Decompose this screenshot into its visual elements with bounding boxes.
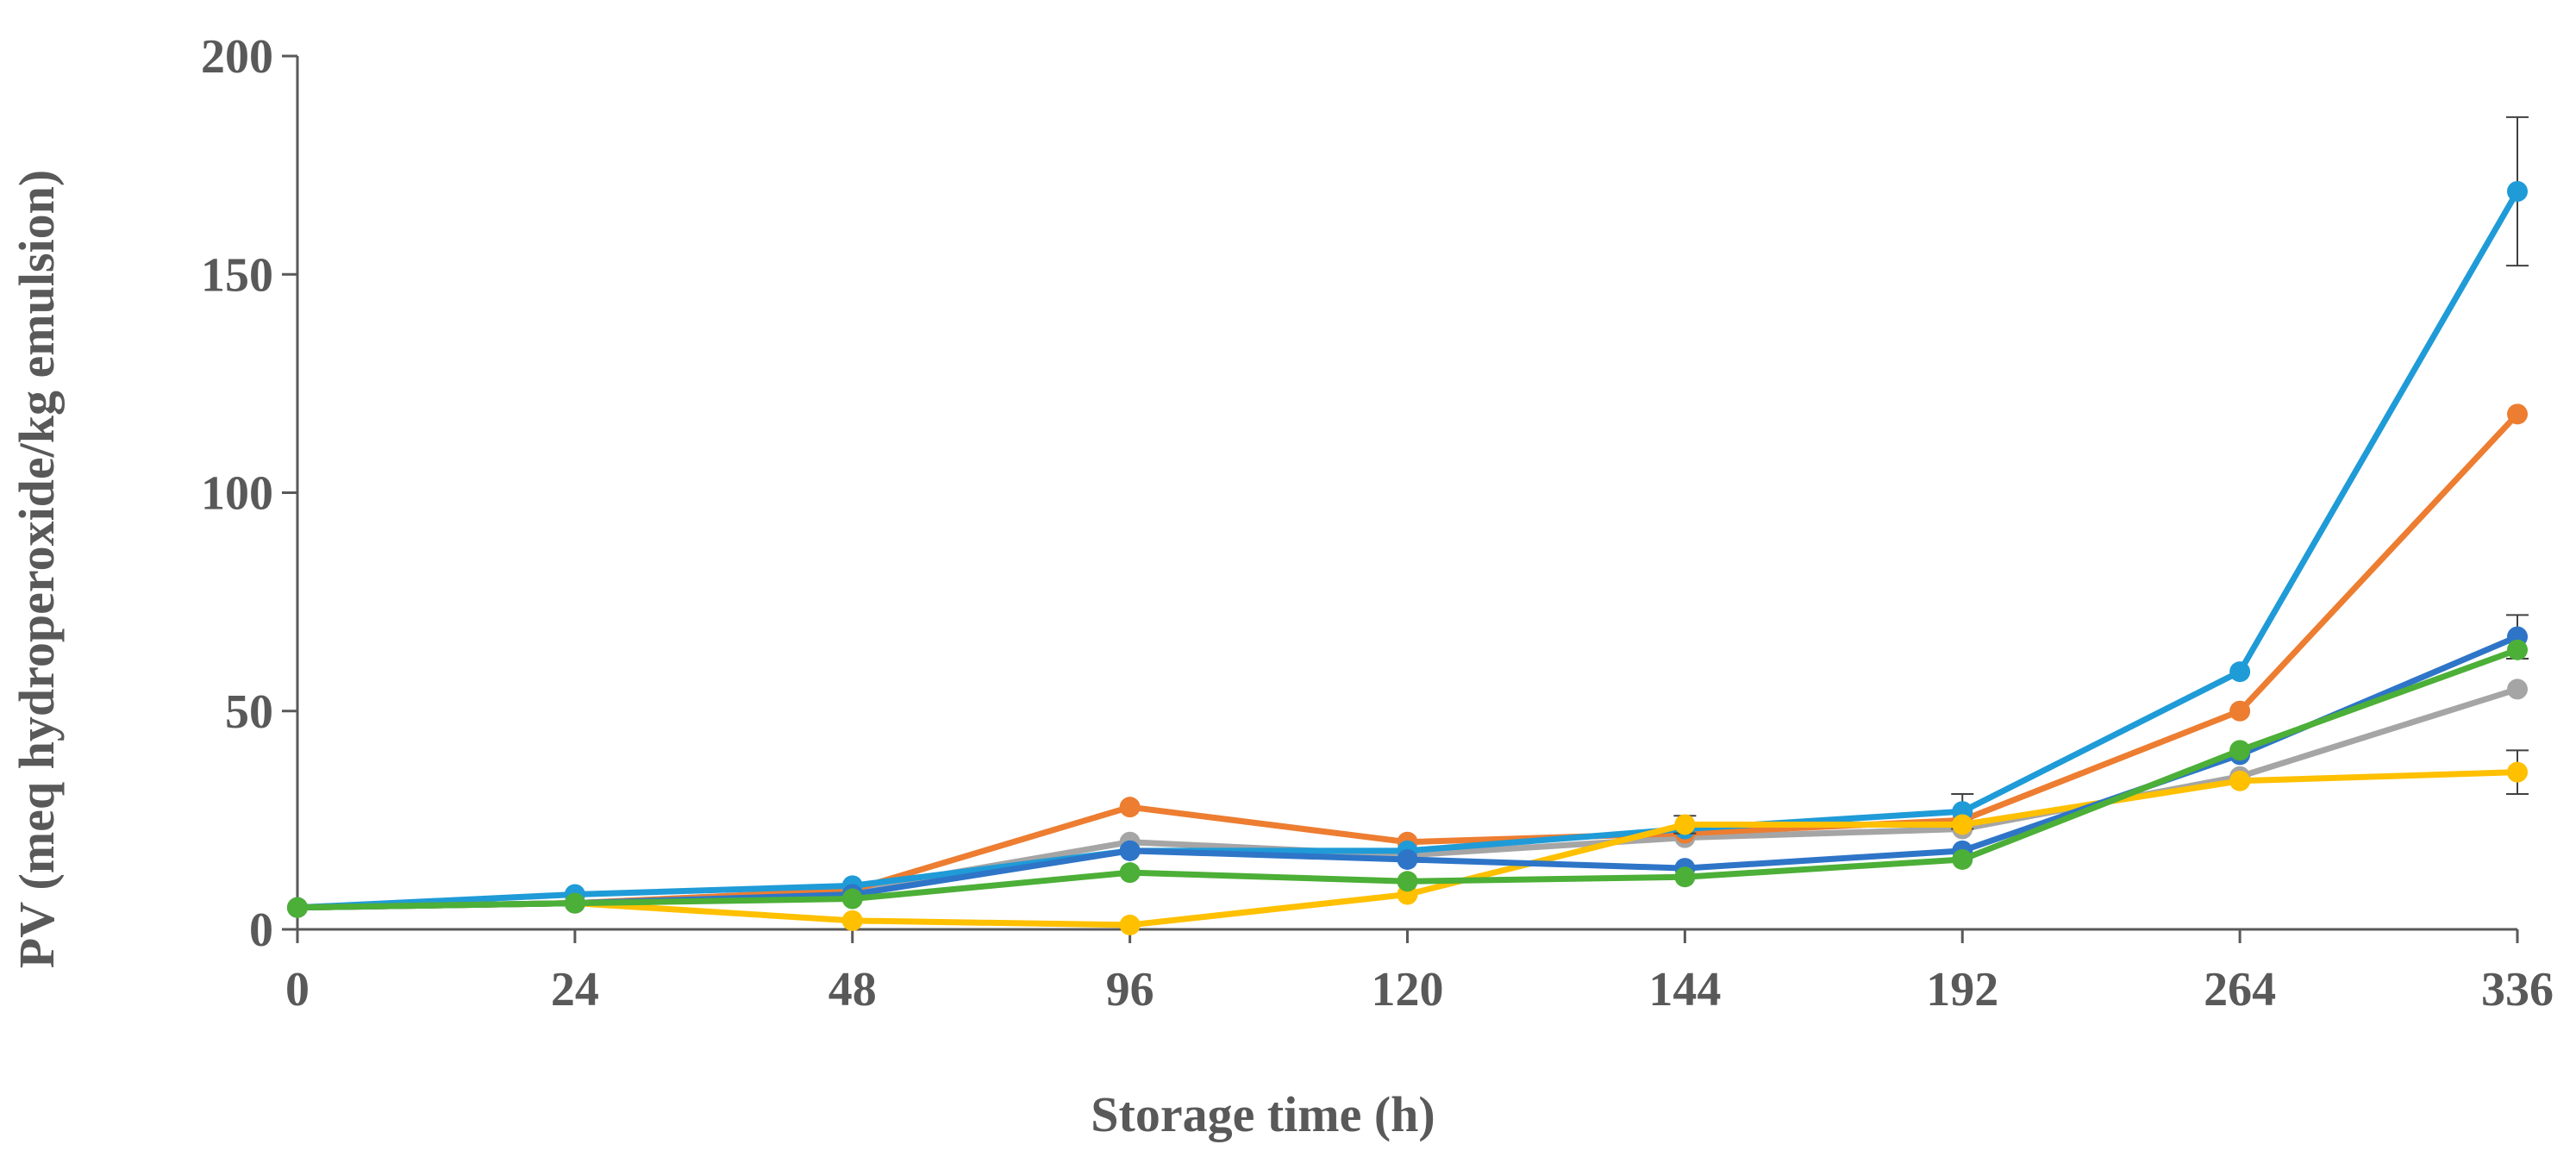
series-layer [287, 116, 2529, 935]
y-tick-label: 200 [201, 30, 273, 84]
data-point [2229, 740, 2251, 761]
x-tick-label: 120 [1372, 963, 1444, 1016]
data-point [564, 892, 585, 914]
x-tick-label: 0 [285, 963, 309, 1016]
data-point [2507, 181, 2528, 203]
tick-labels: 0 50 100 150 200 0 24 48 96 120 144 192 264 336 [201, 30, 2554, 1016]
data-point [2507, 761, 2528, 783]
x-axis-title: Storage time (h) [1091, 1086, 1435, 1142]
x-tick-label: 144 [1648, 963, 1721, 1016]
data-point [1397, 871, 1418, 892]
series-6 [287, 639, 2528, 918]
data-point [287, 897, 308, 918]
data-point [1674, 866, 1696, 888]
data-point [2229, 700, 2251, 722]
data-point [2507, 639, 2528, 660]
y-axis-title: PV (meq hydroperoxide/kg emulsion) [9, 170, 65, 968]
data-point [1397, 848, 1418, 870]
y-tick-label: 50 [225, 685, 273, 739]
data-point [2507, 678, 2528, 700]
data-point [1674, 814, 1696, 835]
x-tick-label: 24 [551, 963, 599, 1016]
x-tick-label: 192 [1926, 963, 1998, 1016]
axes [282, 54, 2519, 943]
series-3 [287, 116, 2529, 918]
data-point [2507, 403, 2528, 425]
x-tick-label: 336 [2481, 963, 2554, 1016]
data-point [1119, 914, 1141, 935]
data-point [1119, 862, 1141, 884]
data-point [2229, 770, 2251, 791]
y-tick-label: 0 [249, 904, 273, 957]
x-tick-label: 264 [2204, 963, 2276, 1016]
data-point [1119, 840, 1141, 861]
data-point [1952, 848, 1973, 870]
data-point [2229, 661, 2251, 683]
series-line [294, 188, 2521, 911]
y-tick-label: 150 [201, 248, 273, 302]
y-tick-label: 100 [201, 467, 273, 521]
data-point [841, 888, 863, 910]
x-tick-label: 96 [1106, 963, 1154, 1016]
x-tick-label: 48 [828, 963, 877, 1016]
data-point [1119, 797, 1141, 818]
data-point [1952, 814, 1973, 835]
data-point [841, 910, 863, 931]
